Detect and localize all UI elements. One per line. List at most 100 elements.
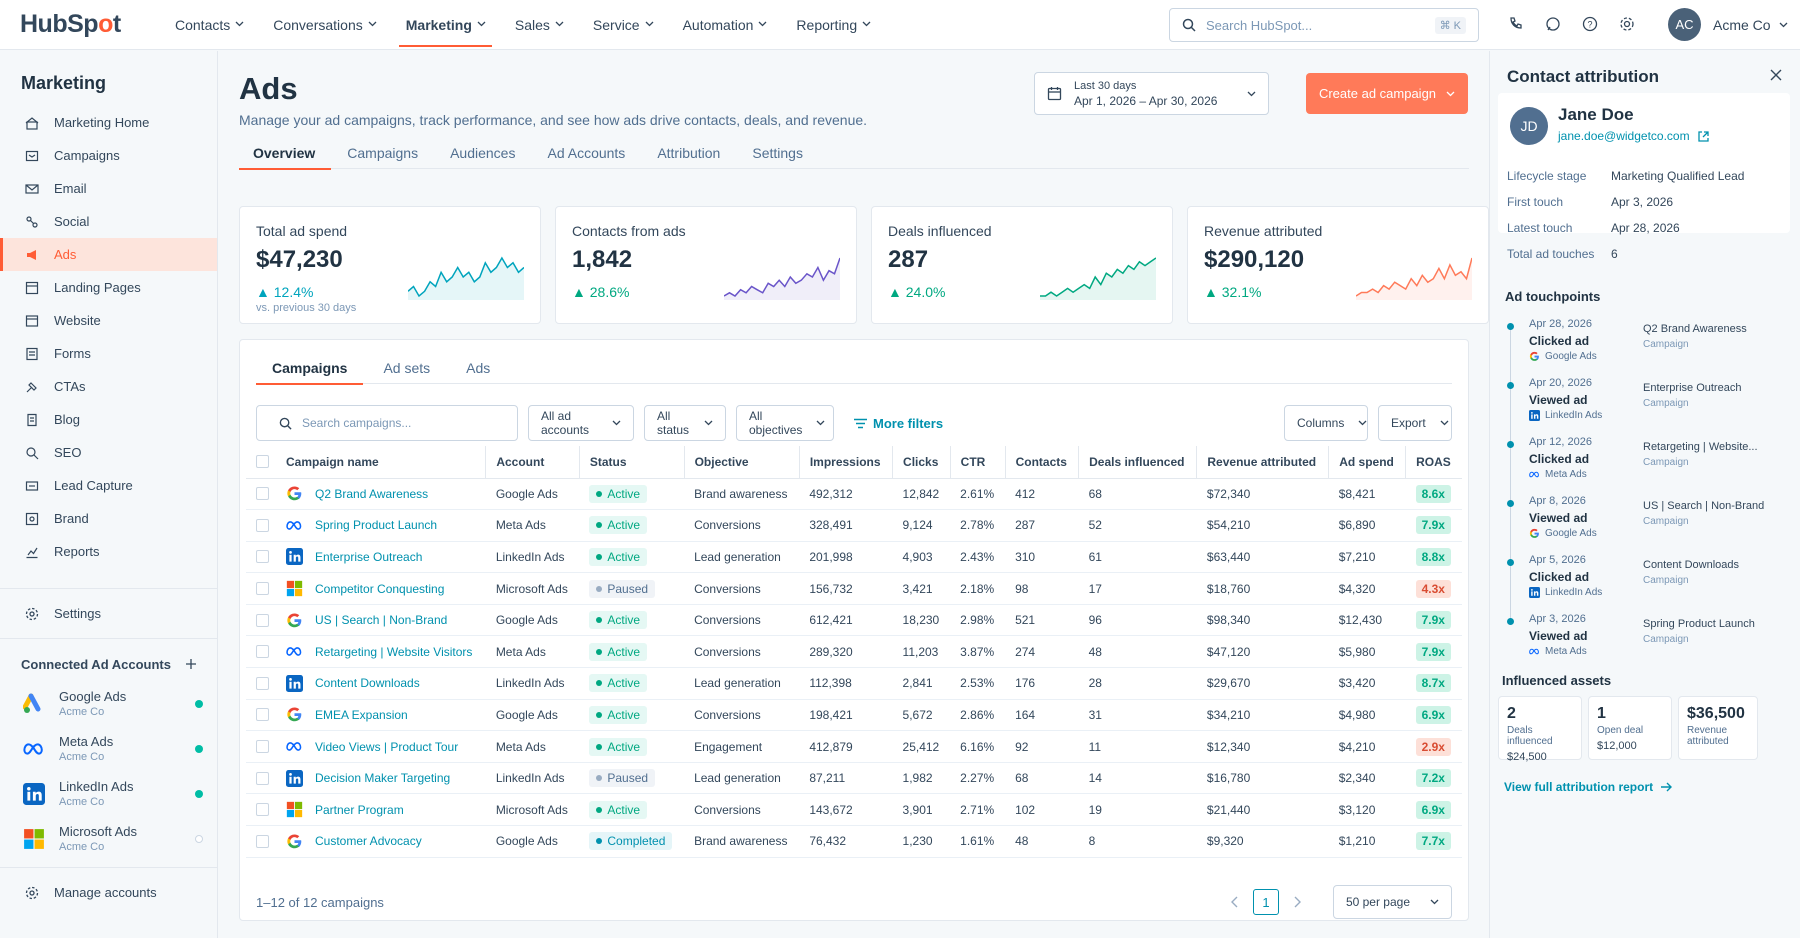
campaign-name-link[interactable]: Customer Advocacy (286, 833, 476, 850)
row-checkbox[interactable] (256, 803, 269, 817)
tab-campaigns[interactable]: Campaigns (256, 352, 364, 385)
tab-ad-sets[interactable]: Ad sets (383, 360, 431, 376)
tab-audiences[interactable]: Audiences (450, 145, 516, 161)
sidebar-item-settings[interactable]: Settings (0, 597, 217, 630)
chevron-left-icon[interactable] (1230, 896, 1239, 908)
sidebar-item-forms[interactable]: Forms (0, 337, 217, 370)
row-checkbox[interactable] (256, 771, 269, 785)
column-header[interactable]: Deals influenced (1078, 446, 1198, 479)
campaign-name-link[interactable]: Content Downloads (286, 674, 476, 692)
row-checkbox[interactable] (256, 708, 269, 722)
filter-all-status[interactable]: All status (644, 405, 726, 441)
row-checkbox[interactable] (256, 518, 269, 532)
connected-account-googleads[interactable]: Google Ads Acme Co (0, 681, 217, 726)
contact-email-link[interactable]: jane.doe@widgetco.com (1558, 129, 1709, 143)
column-header[interactable]: CTR (950, 446, 1006, 479)
sidebar-item-marketing-home[interactable]: Marketing Home (0, 106, 217, 139)
phone-icon[interactable] (1505, 13, 1527, 35)
more-filters-button[interactable]: More filters (854, 416, 943, 431)
touchpoint-item[interactable]: Apr 5, 2026 Clicked ad LinkedIn Ads Content… (1507, 554, 1790, 620)
table-row[interactable]: Enterprise Outreach LinkedIn Ads Active Lea… (246, 541, 1462, 574)
column-header[interactable]: Contacts (1005, 446, 1080, 479)
campaign-name-link[interactable]: Decision Maker Targeting (286, 769, 476, 787)
tab-ads[interactable]: Ads (466, 360, 491, 376)
campaign-name-link[interactable]: Enterprise Outreach (286, 548, 476, 566)
sidebar-item-website[interactable]: Website (0, 304, 217, 337)
global-search-input[interactable]: Search HubSpot... ⌘ K (1169, 8, 1479, 42)
sidebar-item-brand[interactable]: Brand (0, 502, 217, 535)
date-range-picker[interactable]: Last 30 days Apr 1, 2026 – Apr 30, 2026 (1034, 72, 1269, 115)
sidebar-item-ads[interactable]: Ads (0, 238, 217, 271)
table-row[interactable]: Video Views | Product Tour Meta Ads Active… (246, 730, 1462, 763)
nav-item-contacts[interactable]: Contacts (160, 0, 258, 50)
campaign-search-input[interactable]: Search campaigns... (256, 405, 518, 441)
chat-icon[interactable] (1542, 13, 1564, 35)
table-row[interactable]: US | Search | Non-Brand Google Ads Active C… (246, 604, 1462, 637)
table-row[interactable]: Decision Maker Targeting LinkedIn Ads Paus… (246, 762, 1462, 795)
row-checkbox[interactable] (256, 487, 269, 501)
sidebar-item-lead-capture[interactable]: Lead Capture (0, 469, 217, 502)
table-row[interactable]: Competitor Conquesting Microsoft Ads Pause… (246, 572, 1462, 605)
sidebar-item-seo[interactable]: SEO (0, 436, 217, 469)
table-row[interactable]: Q2 Brand Awareness Google Ads Active Brand … (246, 478, 1462, 511)
campaign-name-link[interactable]: US | Search | Non-Brand (286, 612, 476, 629)
connected-account-microsoft[interactable]: Microsoft Ads Acme Co (0, 816, 217, 861)
table-row[interactable]: Content Downloads LinkedIn Ads Active Lead … (246, 667, 1462, 700)
tab-attribution[interactable]: Attribution (657, 145, 721, 161)
sidebar-item-blog[interactable]: Blog (0, 403, 217, 436)
nav-item-sales[interactable]: Sales (500, 0, 578, 50)
per-page-select[interactable]: 50 per page (1332, 885, 1452, 919)
campaign-name-link[interactable]: Video Views | Product Tour (286, 738, 476, 755)
row-checkbox[interactable] (256, 613, 269, 627)
row-checkbox[interactable] (256, 550, 269, 564)
nav-item-reporting[interactable]: Reporting (781, 0, 885, 50)
table-row[interactable]: Retargeting | Website Visitors Meta Ads Ac… (246, 635, 1462, 669)
close-icon[interactable] (1770, 69, 1782, 81)
column-header[interactable]: Revenue attributed (1196, 446, 1330, 479)
row-checkbox[interactable] (256, 740, 269, 754)
tab-settings[interactable]: Settings (752, 145, 803, 161)
touchpoint-item[interactable]: Apr 28, 2026 Clicked ad Google Ads Q2 Brand… (1507, 318, 1790, 384)
campaign-name-link[interactable]: Retargeting | Website Visitors (286, 643, 476, 660)
nav-item-conversations[interactable]: Conversations (258, 0, 391, 50)
table-row[interactable]: Spring Product Launch Meta Ads Active Conve… (246, 509, 1462, 542)
nav-item-service[interactable]: Service (578, 0, 668, 50)
tab-campaigns[interactable]: Campaigns (347, 145, 419, 161)
account-menu[interactable]: AC Acme Co (1668, 8, 1788, 41)
filter-all-objectives[interactable]: All objectives (736, 405, 834, 441)
touchpoint-item[interactable]: Apr 12, 2026 Clicked ad Meta Ads Retargetin… (1507, 436, 1790, 502)
table-row[interactable]: Customer Advocacy Google Ads Completed Bran… (246, 825, 1462, 858)
page-number-button[interactable]: 1 (1252, 889, 1279, 915)
sidebar-item-social[interactable]: Social (0, 205, 217, 238)
touchpoint-item[interactable]: Apr 8, 2026 Viewed ad Google Ads US | Searc… (1507, 495, 1790, 561)
campaign-name-link[interactable]: Q2 Brand Awareness (286, 485, 476, 502)
sidebar-item-reports[interactable]: Reports (0, 535, 217, 568)
manage-accounts-link[interactable]: Manage accounts (0, 876, 217, 909)
column-header[interactable]: Objective (684, 446, 800, 479)
row-checkbox[interactable] (256, 834, 269, 848)
connected-account-meta[interactable]: Meta Ads Acme Co (0, 726, 217, 771)
campaign-name-link[interactable]: Spring Product Launch (286, 517, 476, 534)
create-ad-campaign-button[interactable]: Create ad campaign (1306, 73, 1468, 114)
column-header[interactable]: Campaign name (276, 446, 487, 479)
row-checkbox[interactable] (256, 676, 269, 690)
connected-account-linkedin[interactable]: LinkedIn Ads Acme Co (0, 771, 217, 816)
view-attribution-report-link[interactable]: View full attribution report (1504, 780, 1673, 794)
hubspot-logo[interactable]: Hub Sp o t (20, 10, 121, 38)
tab-overview[interactable]: Overview (239, 137, 332, 170)
column-header[interactable]: Impressions (799, 446, 894, 479)
add-account-icon[interactable] (185, 658, 197, 670)
chevron-right-icon[interactable] (1293, 896, 1301, 908)
row-checkbox[interactable] (256, 582, 269, 596)
gear-icon[interactable] (1616, 13, 1638, 35)
sidebar-item-campaigns[interactable]: Campaigns (0, 139, 217, 172)
sidebar-item-ctas[interactable]: CTAs (0, 370, 217, 403)
sidebar-item-landing-pages[interactable]: Landing Pages (0, 271, 217, 304)
row-checkbox[interactable] (256, 645, 269, 659)
table-row[interactable]: Partner Program Microsoft Ads Active Conver… (246, 793, 1462, 827)
campaign-name-link[interactable]: Competitor Conquesting (286, 580, 476, 597)
touchpoint-item[interactable]: Apr 20, 2026 Viewed ad LinkedIn Ads Enterpr… (1507, 377, 1790, 443)
column-header[interactable]: Ad spend (1328, 446, 1407, 479)
select-all-checkbox[interactable] (256, 455, 269, 469)
help-icon[interactable]: ? (1579, 13, 1601, 35)
